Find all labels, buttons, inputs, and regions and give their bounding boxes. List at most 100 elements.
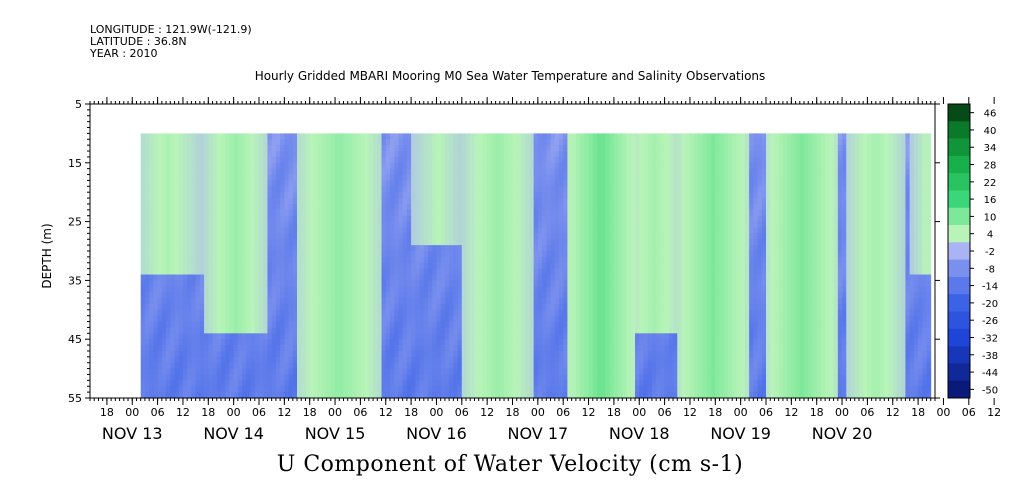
heatmap-cell <box>423 274 429 281</box>
heatmap-cell <box>204 203 209 211</box>
heatmap-cell <box>229 339 235 346</box>
heatmap-cell <box>474 180 480 187</box>
heatmap-cell <box>157 227 163 234</box>
heatmap-cell <box>478 156 484 164</box>
heatmap-cell <box>542 192 547 199</box>
heatmap-cell <box>533 350 539 358</box>
heatmap-cell <box>542 156 547 164</box>
heatmap-cell <box>343 186 349 193</box>
heatmap-cell <box>313 356 319 364</box>
heatmap-cell <box>229 133 235 140</box>
heatmap-cell <box>461 139 467 146</box>
heatmap-cell <box>187 139 192 146</box>
heatmap-cell <box>351 286 357 293</box>
heatmap-cell <box>259 156 264 164</box>
heatmap-cell <box>364 386 370 393</box>
heatmap-cell <box>491 392 496 398</box>
heatmap-cell <box>182 333 188 340</box>
heatmap-cell <box>275 292 281 299</box>
heatmap-cell <box>550 274 556 281</box>
heatmap-cell <box>436 339 442 346</box>
heatmap-cell <box>580 262 585 270</box>
heatmap-cell <box>229 362 235 369</box>
heatmap-cell <box>330 221 336 228</box>
heatmap-cell <box>588 186 594 193</box>
heatmap-cell <box>567 309 573 317</box>
heatmap-cell <box>537 362 543 369</box>
heatmap-cell <box>280 315 285 322</box>
heatmap-cell <box>178 209 184 217</box>
heatmap-cell <box>313 227 319 234</box>
heatmap-cell <box>195 186 201 193</box>
heatmap-cell <box>174 180 180 187</box>
heatmap-cell <box>381 268 387 275</box>
heatmap-cell <box>597 350 602 358</box>
heatmap-cell <box>225 309 230 317</box>
heatmap-cell <box>297 280 302 287</box>
heatmap-cell <box>288 368 294 375</box>
heatmap-cell <box>461 280 467 287</box>
heatmap-cell <box>508 298 513 305</box>
heatmap-cell <box>305 315 311 322</box>
heatmap-cell <box>208 309 213 317</box>
heatmap-cell <box>411 303 416 311</box>
heatmap-cell <box>470 345 475 352</box>
heatmap-cell <box>563 380 568 387</box>
heatmap-cell <box>259 350 264 358</box>
heatmap-cell <box>373 233 378 240</box>
heatmap-cell <box>461 315 467 322</box>
heatmap-cell <box>554 356 560 364</box>
heatmap-cell <box>149 139 154 146</box>
heatmap-cell <box>466 386 471 393</box>
heatmap-cell <box>423 339 429 346</box>
heatmap-cell <box>584 133 589 140</box>
heatmap-cell <box>415 380 420 387</box>
heatmap-cell <box>466 203 471 211</box>
heatmap-cell <box>470 186 475 193</box>
heatmap-cell <box>542 145 547 152</box>
heatmap-cell <box>542 333 547 340</box>
heatmap-cell <box>170 298 175 305</box>
heatmap-cell <box>225 321 230 328</box>
heatmap-cell <box>520 350 526 358</box>
heatmap-cell <box>360 327 366 334</box>
heatmap-cell <box>432 374 437 381</box>
heatmap-cell <box>149 180 154 187</box>
heatmap-cell <box>487 203 492 211</box>
heatmap-cell <box>153 227 158 234</box>
heatmap-cell <box>204 380 209 387</box>
heatmap-cell <box>204 392 209 398</box>
heatmap-cell <box>385 192 391 199</box>
heatmap-cell <box>309 133 315 140</box>
heatmap-cell <box>529 309 535 317</box>
heatmap-cell <box>495 156 501 164</box>
heatmap-cell <box>250 256 256 264</box>
heatmap-cell <box>533 192 539 199</box>
heatmap-cell <box>385 274 391 281</box>
heatmap-cell <box>482 339 488 346</box>
heatmap-cell <box>419 251 425 258</box>
heatmap-cell <box>343 180 349 187</box>
heatmap-cell <box>343 350 349 358</box>
heatmap-cell <box>271 198 277 205</box>
heatmap-cell <box>212 268 218 275</box>
heatmap-cell <box>343 374 349 381</box>
heatmap-cell <box>529 274 535 281</box>
heatmap-cell <box>415 327 420 334</box>
heatmap-cell <box>491 168 496 175</box>
heatmap-cell <box>187 198 192 205</box>
heatmap-cell <box>402 309 408 317</box>
heatmap-cell <box>499 298 505 305</box>
heatmap-cell <box>432 368 437 375</box>
heatmap-cell <box>415 145 420 152</box>
heatmap-cell <box>597 386 602 393</box>
heatmap-cell <box>516 227 522 234</box>
heatmap-cell <box>288 251 294 258</box>
heatmap-cell <box>419 286 425 293</box>
heatmap-cell <box>212 380 218 387</box>
heatmap-cell <box>246 256 251 264</box>
heatmap-cell <box>250 180 256 187</box>
heatmap-cell <box>537 368 543 375</box>
heatmap-cell <box>233 274 239 281</box>
heatmap-cell <box>216 198 222 205</box>
